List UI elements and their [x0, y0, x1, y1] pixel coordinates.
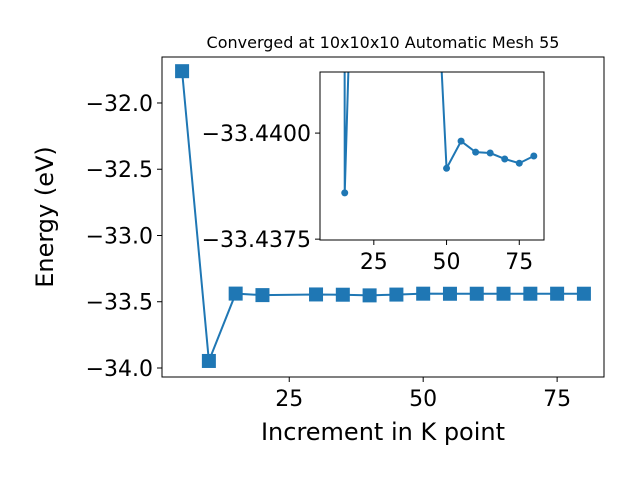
- y-tick-label: −33.4400: [202, 122, 311, 147]
- x-tick-label: 25: [360, 250, 388, 275]
- marker: [335, 287, 350, 302]
- marker: [309, 287, 324, 302]
- y-tick-label: −32.5: [86, 158, 153, 183]
- series: [175, 64, 591, 368]
- plot-area: [320, 72, 544, 240]
- marker: [228, 286, 243, 301]
- marker: [416, 286, 431, 301]
- marker: [501, 155, 509, 163]
- marker: [341, 189, 349, 197]
- marker: [496, 286, 511, 301]
- marker: [486, 149, 494, 157]
- marker: [442, 286, 457, 301]
- marker: [255, 288, 270, 303]
- marker: [201, 353, 216, 368]
- marker: [523, 286, 538, 301]
- x-axis-label: Increment in K point: [261, 418, 505, 446]
- marker: [472, 148, 480, 156]
- axes-frame: [319, 71, 545, 241]
- marker: [389, 287, 404, 302]
- marker: [175, 64, 190, 79]
- marker: [515, 159, 523, 167]
- y-tick-label: −33.5: [86, 291, 153, 316]
- marker: [362, 288, 377, 303]
- y-tick-label: −34.0: [86, 357, 153, 382]
- y-tick-label: −33.0: [86, 224, 153, 249]
- marker: [457, 137, 465, 145]
- marker: [550, 286, 565, 301]
- marker: [576, 286, 591, 301]
- marker: [469, 286, 484, 301]
- marker: [443, 164, 451, 172]
- x-tick-label: 75: [543, 387, 571, 412]
- y-tick-label: −32.0: [86, 92, 153, 117]
- x-tick-label: 50: [433, 250, 461, 275]
- series: [341, 72, 538, 197]
- x-tick-label: 25: [275, 387, 303, 412]
- marker: [530, 152, 538, 160]
- x-tick-label: 50: [409, 387, 437, 412]
- chart-title: Converged at 10x10x10 Automatic Mesh 55: [207, 33, 560, 52]
- axes-frame: [161, 56, 605, 378]
- y-tick-label: −33.4375: [202, 228, 311, 253]
- x-tick-label: 75: [505, 250, 533, 275]
- y-axis-label: Energy (eV): [31, 146, 59, 288]
